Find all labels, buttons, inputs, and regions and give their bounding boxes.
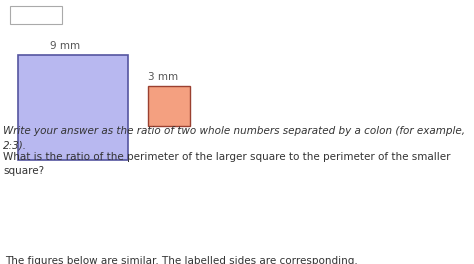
Text: What is the ratio of the perimeter of the larger square to the perimeter of the : What is the ratio of the perimeter of th…: [3, 152, 450, 176]
Bar: [18, 55, 128, 160]
Text: The figures below are similar. The labelled sides are corresponding.: The figures below are similar. The label…: [5, 256, 358, 264]
Bar: [10, 6, 62, 24]
Text: 3 mm: 3 mm: [148, 72, 178, 82]
Text: Write your answer as the ratio of two whole numbers separated by a colon (for ex: Write your answer as the ratio of two wh…: [3, 126, 465, 150]
Bar: [148, 86, 190, 126]
Text: 9 mm: 9 mm: [50, 41, 80, 51]
